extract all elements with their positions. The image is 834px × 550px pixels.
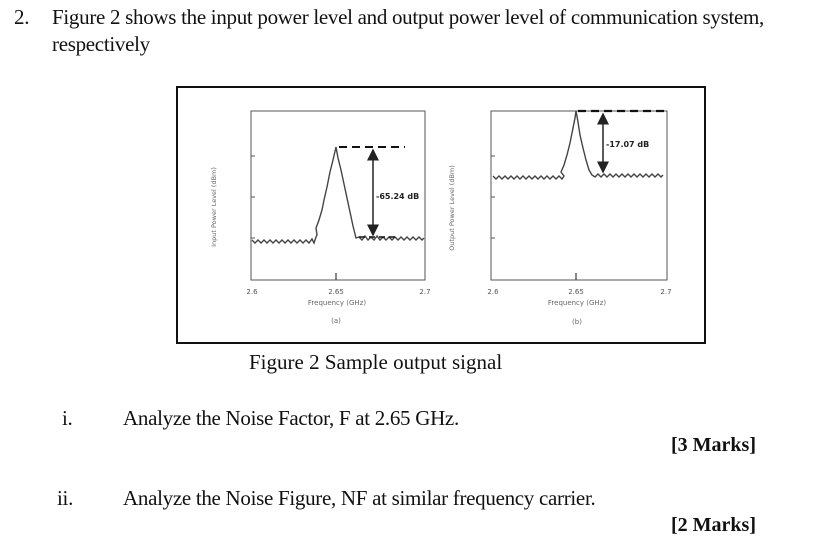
plot-b-signal-trace [492,110,664,181]
plot-a-xtick-label: 2.6 [246,288,258,296]
plot-b-annotation: -17.07 dB [606,140,649,149]
plot-a-ylabel: Input Power Level (dBm) [210,167,218,247]
plot-b-xtick-label: 2.6 [487,288,499,296]
question-text: Figure 2 shows the input power level and… [52,5,764,56]
figure-frame [176,86,706,344]
panel-a: -65.24 dB Input Power Level (dBm) 2.6 2.… [210,110,431,325]
subquestion-2-numeral: ii. [57,486,74,510]
plot-b-axes [490,110,668,281]
subquestion-2-marks: [2 Marks] [671,514,756,536]
plot-b-xtick-label: 2.65 [568,288,584,296]
plot-a-sublabel: (a) [331,317,341,325]
plot-b-yticks [491,155,495,239]
plot-b-sublabel: (b) [572,318,582,326]
plot-a-xtick-label: 2.7 [419,288,430,296]
figure-caption: Figure 2 Sample output signal [249,350,503,374]
plot-a-axes [250,110,426,281]
panel-b: -17.07 dB Output Power Level (dBm) 2.6 2… [448,109,672,326]
question-number: 2. [14,5,30,29]
plot-b-xtick-label: 2.7 [660,288,671,296]
subquestion-1-text: Analyze the Noise Factor, F at 2.65 GHz. [123,406,459,430]
plot-b-xlabel: Frequency (GHz) [548,299,606,307]
subquestion-1-marks: [3 Marks] [671,434,756,456]
plot-a-xlabel: Frequency (GHz) [308,299,366,307]
subquestion-2-text: Analyze the Noise Figure, NF at similar … [123,486,596,510]
plot-a-xtick-label: 2.65 [328,288,344,296]
plot-a-yticks [251,155,255,239]
plot-a-annotation: -65.24 dB [376,192,419,201]
plot-b-ylabel: Output Power Level (dBm) [448,165,456,251]
subquestion-1-numeral: i. [62,406,73,430]
